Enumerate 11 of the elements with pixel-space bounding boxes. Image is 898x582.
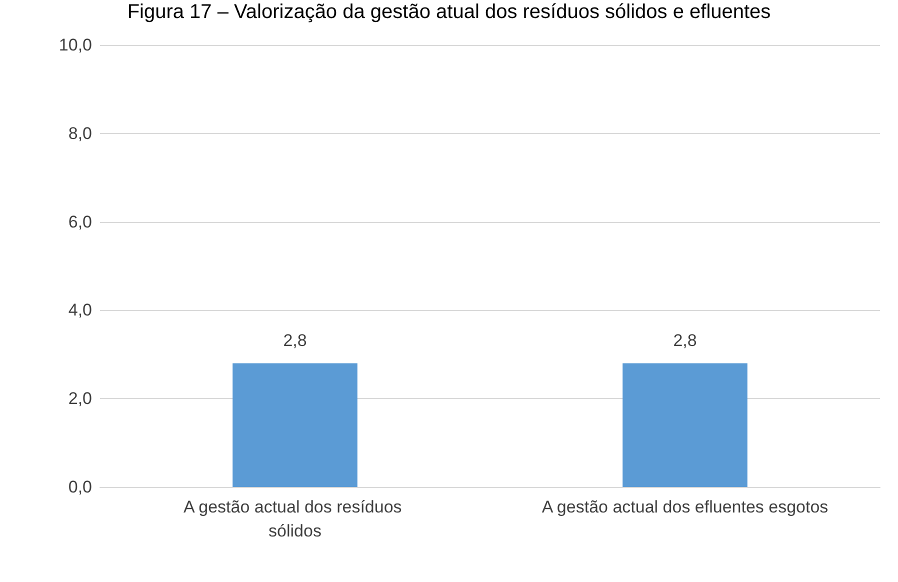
y-tick-label: 0,0: [68, 478, 92, 496]
y-tick-label: 6,0: [68, 212, 92, 232]
x-tick-label: A gestão actual dos efluentes esgotos: [542, 498, 828, 516]
chart-title: Figura 17 – Valorização da gestão atual dos resíduos sólidos e efluentes: [127, 1, 771, 23]
y-tick-label: 2,0: [68, 389, 92, 408]
data-label: 2,8: [283, 331, 307, 350]
data-label: 2,8: [673, 331, 697, 350]
y-tick-label: 10,0: [58, 36, 92, 54]
x-tick-label: A gestão actual dos resíduos sólidos: [183, 498, 407, 540]
y-tick-label: 8,0: [68, 124, 92, 143]
y-tick-label: 4,0: [68, 300, 92, 320]
